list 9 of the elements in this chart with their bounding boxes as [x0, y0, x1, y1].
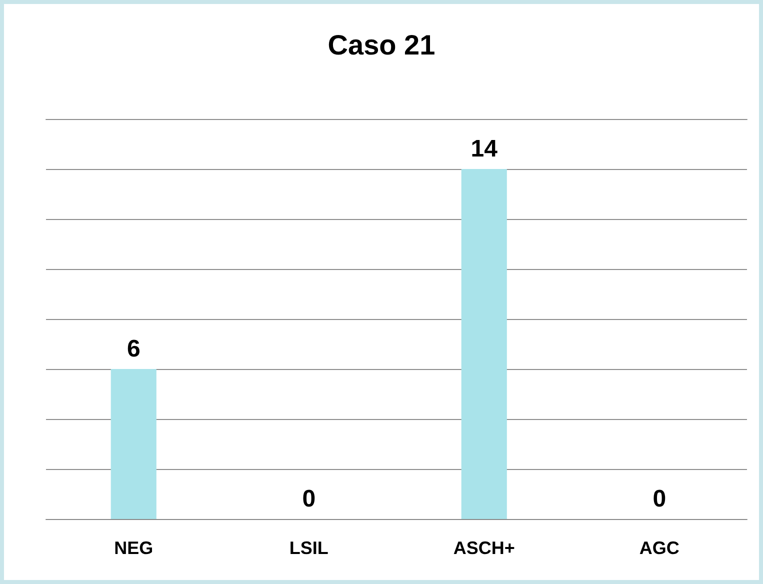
- data-label: 0: [302, 486, 316, 512]
- data-label: 0: [652, 486, 666, 512]
- chart-title: Caso 21: [328, 30, 436, 60]
- x-tick-label: LSIL: [289, 538, 328, 558]
- x-tick-label: AGC: [639, 538, 680, 558]
- data-label: 14: [470, 136, 498, 162]
- data-label: 6: [126, 336, 140, 362]
- x-tick-label: ASCH+: [453, 538, 515, 558]
- x-tick-label: NEG: [114, 538, 154, 558]
